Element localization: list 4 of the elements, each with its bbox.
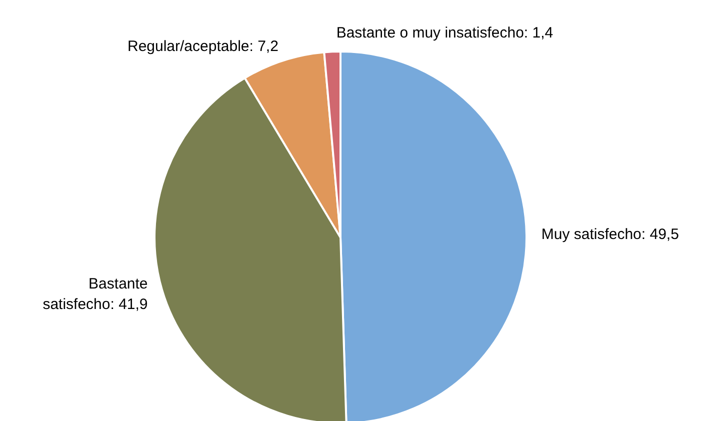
- slice-label: Muy satisfecho: 49,5: [541, 226, 679, 243]
- slice-label: Regular/aceptable: 7,2: [127, 38, 278, 55]
- slice-label: Bastante o muy insatisfecho: 1,4: [336, 24, 554, 42]
- slice-label: Bastante satisfecho: 41,9: [42, 275, 148, 313]
